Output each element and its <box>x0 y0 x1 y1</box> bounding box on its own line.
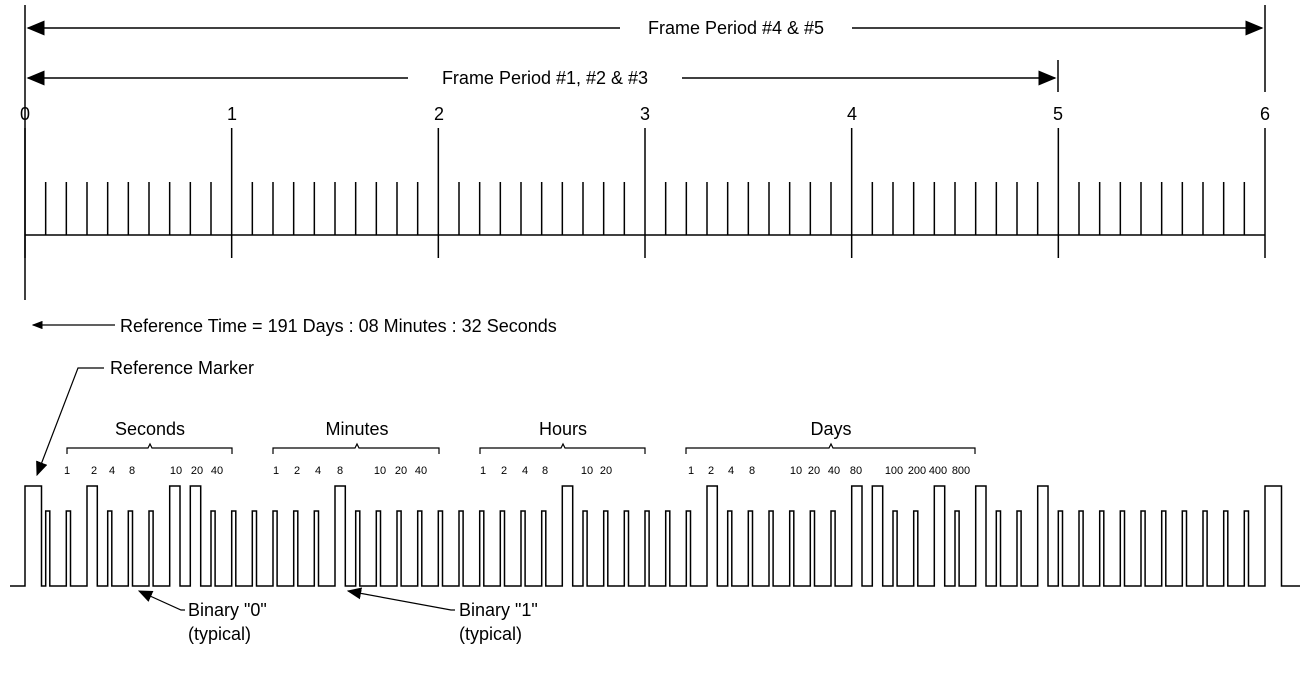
scale-label-2: 2 <box>434 104 444 124</box>
binary-zero-line2: (typical) <box>188 624 251 644</box>
minutes-weight: 10 <box>374 465 386 477</box>
minutes-group: Minutes <box>272 419 440 454</box>
minutes-weights: 1 2 4 8 10 20 40 <box>273 465 427 477</box>
binary-zero-line1: Binary "0" <box>188 600 267 620</box>
days-weight: 80 <box>850 465 862 477</box>
days-weight: 40 <box>828 465 840 477</box>
frame-period-1-2-3-label: Frame Period #1, #2 & #3 <box>442 68 648 88</box>
scale-label-3: 3 <box>640 104 650 124</box>
pulse-train <box>10 485 1300 587</box>
reference-marker-label: Reference Marker <box>110 358 254 378</box>
hours-title: Hours <box>539 419 587 439</box>
seconds-weight: 2 <box>91 465 97 477</box>
days-weight: 20 <box>808 465 820 477</box>
binary-one-line2: (typical) <box>459 624 522 644</box>
seconds-title: Seconds <box>115 419 185 439</box>
seconds-weight: 8 <box>129 465 135 477</box>
seconds-weight: 4 <box>109 465 115 477</box>
reference-marker-annotation: Reference Marker <box>36 358 254 477</box>
days-weight: 400 <box>929 465 947 477</box>
minutes-weight: 2 <box>294 465 300 477</box>
hours-group: Hours <box>479 419 646 454</box>
seconds-weight: 1 <box>64 465 70 477</box>
minutes-weight: 8 <box>337 465 343 477</box>
scale-labels: 0 1 2 3 4 5 6 <box>20 104 1270 124</box>
scale-label-6: 6 <box>1260 104 1270 124</box>
seconds-weight: 10 <box>170 465 182 477</box>
days-weight: 100 <box>885 465 903 477</box>
days-weight: 800 <box>952 465 970 477</box>
hours-weight: 8 <box>542 465 548 477</box>
hours-weight: 1 <box>480 465 486 477</box>
reference-time-annotation: Reference Time = 191 Days : 08 Minutes :… <box>31 316 557 336</box>
scale-label-4: 4 <box>847 104 857 124</box>
minutes-weight: 40 <box>415 465 427 477</box>
days-weight: 200 <box>908 465 926 477</box>
binary-one-annotation: Binary "1" (typical) <box>346 587 538 644</box>
pulse-waveform <box>10 485 1300 587</box>
scale-ruler <box>24 128 1266 258</box>
binary-one-line1: Binary "1" <box>459 600 538 620</box>
seconds-weight: 20 <box>191 465 203 477</box>
days-weight: 4 <box>728 465 734 477</box>
seconds-weights: 1 2 4 8 10 20 40 <box>64 465 223 477</box>
hours-weight: 20 <box>600 465 612 477</box>
reference-time-label: Reference Time = 191 Days : 08 Minutes :… <box>120 316 557 336</box>
days-weight: 8 <box>749 465 755 477</box>
seconds-weight: 40 <box>211 465 223 477</box>
days-weight: 10 <box>790 465 802 477</box>
minutes-weight: 20 <box>395 465 407 477</box>
days-title: Days <box>810 419 851 439</box>
hours-weight: 10 <box>581 465 593 477</box>
minutes-title: Minutes <box>325 419 388 439</box>
scale-label-0: 0 <box>20 104 30 124</box>
minutes-weight: 4 <box>315 465 321 477</box>
scale-label-1: 1 <box>227 104 237 124</box>
hours-weight: 2 <box>501 465 507 477</box>
days-weight: 1 <box>688 465 694 477</box>
frame-period-4-5-arrow: Frame Period #4 & #5 <box>24 5 1266 300</box>
frame-period-1-2-3-arrow: Frame Period #1, #2 & #3 <box>26 60 1059 92</box>
minutes-weight: 1 <box>273 465 279 477</box>
days-weight: 2 <box>708 465 714 477</box>
hours-weights: 1 2 4 8 10 20 <box>480 465 612 477</box>
seconds-group: Seconds <box>66 419 233 454</box>
binary-zero-annotation: Binary "0" (typical) <box>137 590 267 644</box>
days-group: Days <box>685 419 976 454</box>
days-weights: 1 2 4 8 10 20 40 80 100 200 400 800 <box>688 465 970 477</box>
hours-weight: 4 <box>522 465 528 477</box>
frame-period-4-5-label: Frame Period #4 & #5 <box>648 18 824 38</box>
scale-label-5: 5 <box>1053 104 1063 124</box>
